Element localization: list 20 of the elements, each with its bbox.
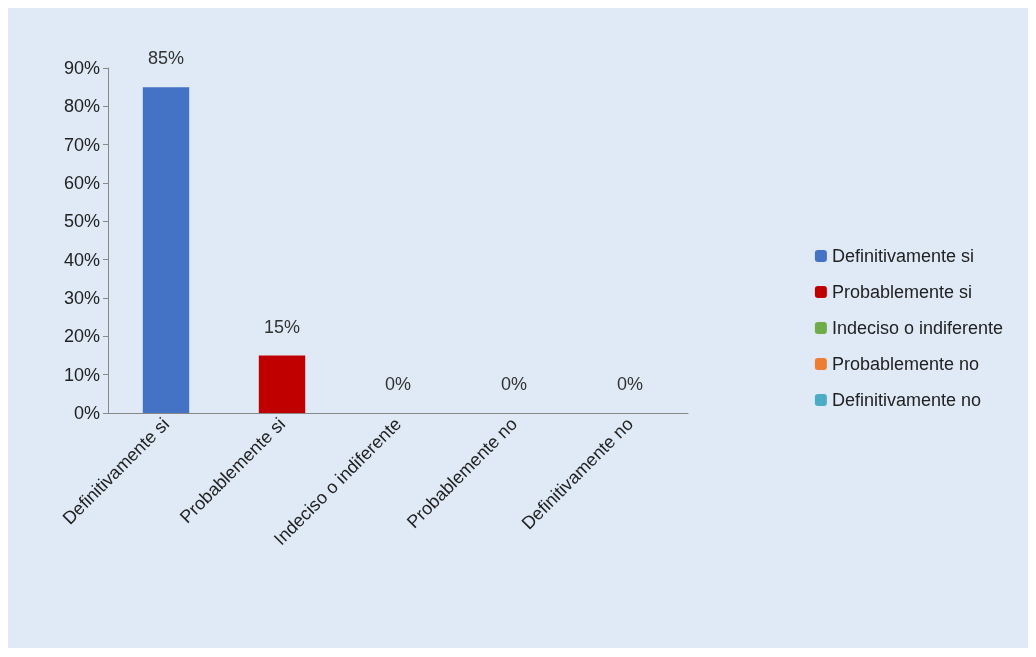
y-tick-label: 70%	[63, 134, 100, 155]
y-tick-label: 90%	[63, 58, 100, 78]
y-tick-label: 0%	[73, 403, 100, 423]
y-tick-label: 80%	[63, 96, 100, 117]
data-label: 0%	[384, 374, 412, 394]
y-tick-label: 10%	[63, 364, 100, 385]
data-label: 85%	[147, 48, 185, 69]
legend-label: Definitivamente no	[831, 390, 981, 410]
data-label: 0%	[500, 374, 528, 394]
y-tick-label: 60%	[63, 173, 100, 193]
y-tick-label: 50%	[63, 211, 100, 232]
legend-label: Probablemente no	[831, 354, 979, 374]
legend-label: Definitivamente si	[831, 246, 974, 266]
y-tick-label: 40%	[63, 249, 100, 270]
y-tick-label: 30%	[63, 288, 100, 308]
data-label: 15%	[263, 316, 301, 337]
legend-label: Probablemente si	[831, 282, 972, 302]
data-label: 0%	[616, 374, 644, 394]
legend-label: Indeciso o indiferente	[831, 318, 1004, 338]
y-tick-label: 20%	[63, 326, 100, 347]
